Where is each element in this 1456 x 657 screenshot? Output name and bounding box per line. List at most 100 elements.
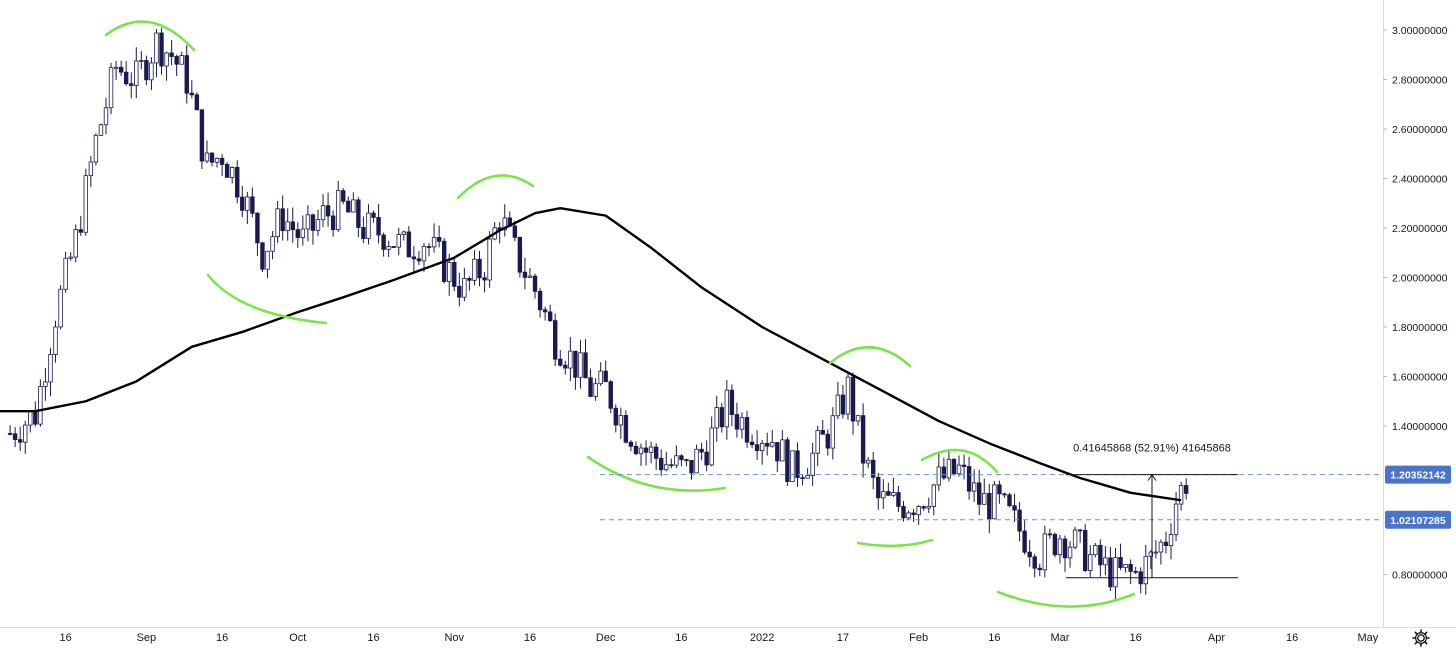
candle-body (431, 237, 437, 248)
candle-body (68, 256, 73, 259)
candle-body (795, 450, 800, 479)
candle-body (537, 290, 543, 311)
candle-body (356, 199, 361, 228)
candle-body (199, 109, 205, 162)
x-tick-label: 17 (837, 632, 849, 644)
candle-body (674, 455, 679, 466)
candle-body (396, 234, 401, 248)
candle-body (689, 459, 694, 474)
candle-body (184, 55, 189, 94)
measure-arrow (1147, 473, 1157, 481)
candle-body (204, 152, 210, 162)
candle-body (719, 407, 724, 428)
annotation-arc (206, 273, 328, 325)
candle-body (588, 377, 593, 397)
candle-body (1143, 555, 1148, 585)
x-tick-label: Mar (1050, 632, 1069, 644)
candle-body (149, 62, 154, 81)
candle-body (366, 212, 371, 239)
candle-body (921, 506, 926, 509)
candle-body (1163, 541, 1169, 547)
y-tick-label: 2.60000000 (1392, 124, 1448, 136)
candle-body (154, 32, 159, 64)
annotation-arc (920, 448, 999, 474)
candle-body (351, 199, 356, 213)
candle-body (699, 448, 704, 453)
candle-body (452, 262, 457, 287)
candle-body (169, 52, 174, 57)
candle-body (386, 246, 391, 250)
candle-body (997, 484, 1002, 495)
candle-body (53, 326, 58, 355)
candle-body (305, 214, 311, 230)
candle-body (946, 458, 952, 479)
candle-body (467, 277, 472, 281)
x-tick-label: May (1357, 632, 1378, 644)
candle-body (876, 476, 881, 499)
candle-body (118, 66, 124, 73)
candle-body (679, 455, 684, 461)
y-tick-label: 0.80000000 (1392, 570, 1448, 582)
candle-body (583, 352, 588, 379)
candle-body (754, 444, 760, 452)
y-tick-label: 2.80000000 (1392, 75, 1448, 87)
annotation-arc (856, 538, 934, 548)
candle-body (426, 246, 432, 248)
candle-body (1158, 541, 1164, 553)
price-level-badge (1385, 465, 1451, 484)
candle-body (598, 370, 603, 385)
candle-body (956, 464, 962, 475)
candle-body (739, 417, 745, 430)
candle-body (416, 258, 422, 262)
candle-body (936, 466, 942, 486)
candle-body (704, 451, 709, 466)
candle-body (229, 167, 235, 178)
candle-body (532, 275, 538, 292)
candle-body (129, 83, 134, 86)
candle-body (1113, 557, 1118, 588)
candle-body (1133, 570, 1138, 573)
annotation-arc (456, 174, 535, 200)
candle-body (608, 381, 613, 409)
candle-body (573, 350, 578, 378)
candle-body (482, 277, 487, 281)
x-tick-label: Nov (444, 632, 464, 644)
candle-body (633, 445, 639, 455)
candle-body (209, 152, 215, 163)
candle-body (477, 258, 482, 279)
candle-body (330, 215, 336, 231)
x-tick-label: 16 (59, 632, 71, 644)
candle-body (78, 229, 83, 233)
candle-body (224, 164, 230, 178)
candle-body (1153, 551, 1159, 554)
candle-body (98, 124, 104, 136)
x-tick-label: Feb (909, 632, 928, 644)
candle-body (1093, 545, 1098, 556)
candle-body (12, 433, 18, 441)
candle-body (28, 410, 33, 426)
candle-body (891, 492, 896, 496)
gear-icon[interactable] (1411, 628, 1431, 648)
candle-body (669, 464, 674, 467)
candle-body (992, 484, 997, 520)
candle-body (17, 439, 23, 443)
candle-body (860, 415, 866, 464)
candle-body (1027, 551, 1032, 558)
candle-body (835, 394, 841, 417)
candle-body (926, 505, 931, 509)
candle-body (113, 66, 119, 69)
candle-body (255, 212, 260, 244)
candle-body (578, 352, 583, 378)
candle-body (346, 200, 351, 213)
x-tick-label: 16 (524, 632, 536, 644)
candle-body (618, 415, 624, 426)
candle-body (139, 60, 144, 62)
candle-body (260, 242, 265, 270)
candle-body (966, 466, 972, 492)
candle-body (785, 439, 790, 482)
price-level-badge (1385, 510, 1451, 529)
y-tick-label: 2.20000000 (1392, 223, 1448, 235)
candle-body (1168, 534, 1174, 547)
